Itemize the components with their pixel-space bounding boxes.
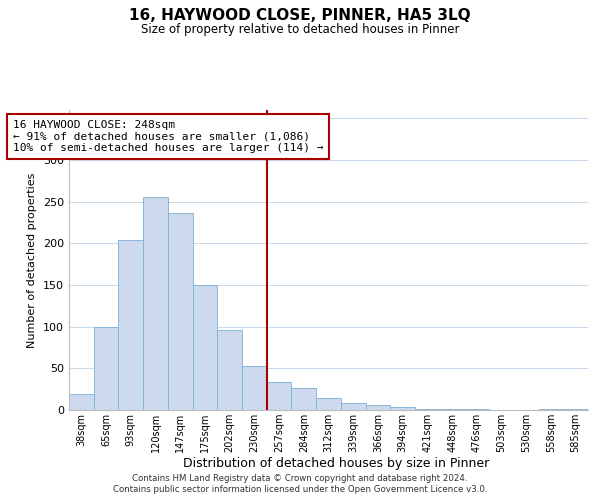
Bar: [415, 409, 440, 410]
Text: Size of property relative to detached houses in Pinner: Size of property relative to detached ho…: [141, 22, 459, 36]
Bar: [193, 285, 217, 410]
Bar: [168, 214, 193, 410]
Bar: [143, 196, 168, 410]
Bar: [267, 382, 292, 410]
Bar: [390, 406, 415, 410]
Text: 16, HAYWOOD CLOSE, PINNER, HA5 3LQ: 16, HAYWOOD CLOSE, PINNER, HA5 3LQ: [129, 8, 471, 22]
Bar: [242, 366, 267, 410]
Bar: [464, 409, 489, 410]
Bar: [440, 409, 464, 410]
Bar: [118, 240, 143, 410]
Bar: [563, 409, 588, 410]
Text: 16 HAYWOOD CLOSE: 248sqm
← 91% of detached houses are smaller (1,086)
10% of sem: 16 HAYWOOD CLOSE: 248sqm ← 91% of detach…: [13, 120, 323, 153]
Bar: [341, 404, 365, 410]
Bar: [365, 405, 390, 410]
Bar: [94, 326, 118, 410]
Bar: [539, 409, 563, 410]
Text: Contains HM Land Registry data © Crown copyright and database right 2024.
Contai: Contains HM Land Registry data © Crown c…: [113, 474, 487, 494]
Bar: [69, 394, 94, 410]
Y-axis label: Number of detached properties: Number of detached properties: [28, 172, 37, 348]
Bar: [316, 398, 341, 410]
Bar: [292, 388, 316, 410]
Bar: [217, 330, 242, 410]
Text: Distribution of detached houses by size in Pinner: Distribution of detached houses by size …: [183, 458, 489, 470]
